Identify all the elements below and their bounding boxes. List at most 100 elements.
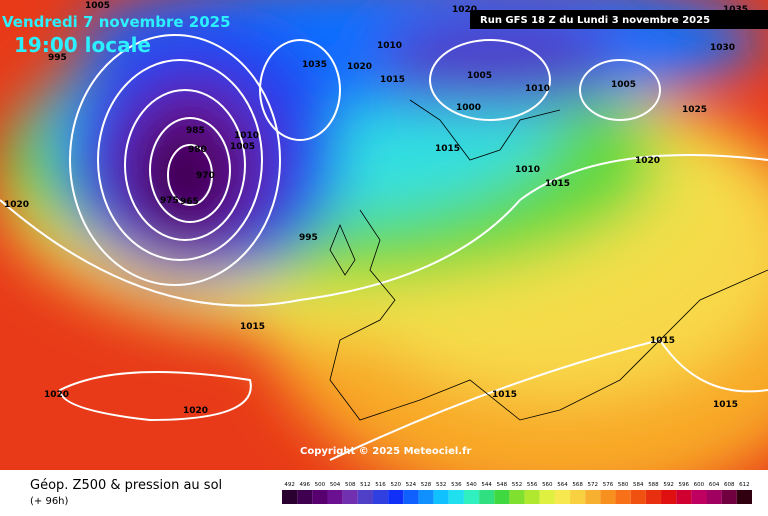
- scale-label: 556: [527, 482, 538, 488]
- scale-label: 492: [284, 482, 295, 488]
- scale-swatch: [297, 490, 313, 504]
- isobar-label: 995: [299, 233, 318, 243]
- scale-label: 552: [512, 482, 523, 488]
- scale-label: 508: [345, 482, 356, 488]
- scale-swatch: [630, 490, 646, 504]
- isobar-label: 980: [188, 145, 207, 155]
- scale-label: 588: [648, 482, 659, 488]
- scale-label: 512: [360, 482, 371, 488]
- scale-label: 580: [618, 482, 629, 488]
- date: Vendredi 7 novembre 2025: [2, 13, 231, 31]
- scale-label: 536: [451, 482, 462, 488]
- scale-label: 548: [497, 482, 508, 488]
- isobar-label: 965: [180, 197, 199, 207]
- isobar-label: 1020: [347, 62, 372, 72]
- isobar-label: 1030: [710, 43, 735, 53]
- scale-swatch: [691, 490, 707, 504]
- isobar-label: 995: [48, 53, 67, 63]
- scale-swatch: [524, 490, 540, 504]
- scale-swatch: [357, 490, 373, 504]
- isobar-label: 1020: [635, 156, 660, 166]
- scale-label: 500: [315, 482, 326, 488]
- isobar-label: 1005: [230, 142, 255, 152]
- isobar-label: 970: [196, 171, 215, 181]
- legend-subtitle: (+ 96h): [30, 496, 69, 507]
- isobar-label: 1020: [452, 5, 477, 15]
- scale-label: 564: [557, 482, 568, 488]
- isobar-label: 1005: [85, 1, 110, 11]
- isobar-label: 975: [160, 196, 179, 206]
- scale-swatch: [600, 490, 616, 504]
- scale-swatch: [463, 490, 480, 504]
- isobar-label: 1015: [240, 322, 265, 332]
- scale-label: 496: [299, 482, 310, 488]
- scale-label: 572: [588, 482, 599, 488]
- scale-swatch: [418, 490, 434, 504]
- scale-swatch: [706, 490, 722, 504]
- isobar-label: 1005: [467, 71, 492, 81]
- isobar-label: 1015: [650, 336, 675, 346]
- scale-label: 516: [375, 482, 386, 488]
- isobar-label: 1025: [682, 105, 707, 115]
- scale-swatch: [312, 490, 328, 504]
- scale-label: 560: [542, 482, 553, 488]
- isobar-label: 1005: [611, 80, 636, 90]
- scale-swatch: [539, 490, 555, 504]
- scale-label: 604: [709, 482, 720, 488]
- scale-swatch: [403, 490, 419, 504]
- isobar-label: 1010: [377, 41, 402, 51]
- isobar-label: 1000: [456, 103, 481, 113]
- scale-label: 600: [694, 482, 705, 488]
- isobar-label: 1020: [4, 200, 29, 210]
- scale-swatch: [448, 490, 464, 504]
- isobar-label: 1010: [234, 131, 259, 141]
- scale-label: 532: [436, 482, 447, 488]
- coastlines: [329, 99, 768, 421]
- scale-label: 568: [572, 482, 583, 488]
- isobar-label: 1035: [302, 60, 327, 70]
- copyright: Copyright © 2025 Meteociel.fr: [300, 446, 471, 457]
- scale-swatch: [479, 490, 495, 504]
- isobar-label: 1015: [435, 144, 460, 154]
- scale-swatch: [736, 490, 752, 504]
- run: Run GFS 18 Z du Lundi 3 novembre 2025: [480, 15, 710, 26]
- scale-swatch: [388, 490, 404, 504]
- scale-label: 608: [724, 482, 735, 488]
- scale-label: 584: [633, 482, 644, 488]
- scale-label: 528: [421, 482, 432, 488]
- scale-swatch: [494, 490, 510, 504]
- scale-swatch: [585, 490, 601, 504]
- scale-label: 520: [390, 482, 401, 488]
- isobar-label: 1020: [44, 390, 69, 400]
- scale-swatch: [282, 490, 298, 504]
- scale-swatch: [327, 490, 343, 504]
- scale-swatch: [433, 490, 449, 504]
- isobar-labels: 1005 995 1020 985 980 970 975 965 1010 1035 1020 10…: [4, 1, 748, 416]
- isobar-label: 985: [186, 126, 205, 136]
- scale-swatch: [372, 490, 389, 504]
- scale-swatch: [645, 490, 662, 504]
- scale-label: 596: [679, 482, 690, 488]
- scale-swatch: [676, 490, 692, 504]
- time: 19:00 locale: [14, 33, 151, 57]
- isobar-label: 1015: [545, 179, 570, 189]
- scale-label: 544: [481, 482, 492, 488]
- scale-swatch: [509, 490, 525, 504]
- scale-swatch: [721, 490, 737, 504]
- isobars: [0, 34, 768, 461]
- scale-swatch: [615, 490, 631, 504]
- run-box: [470, 10, 768, 29]
- scale-label: 540: [466, 482, 477, 488]
- color-scale: 492 496 500 504 508 512 516 520 524 528 532 536 540 5…: [282, 482, 752, 504]
- scale-swatch: [554, 490, 571, 504]
- scale-swatch: [570, 490, 586, 504]
- scale-label: 592: [663, 482, 674, 488]
- legend-title: Géop. Z500 & pression au sol: [30, 478, 222, 493]
- isobar-label: 1015: [380, 75, 405, 85]
- isobar-label: 1015: [713, 400, 738, 410]
- scale-label: 524: [406, 482, 417, 488]
- isobar-label: 1010: [515, 165, 540, 175]
- scale-swatch: [661, 490, 677, 504]
